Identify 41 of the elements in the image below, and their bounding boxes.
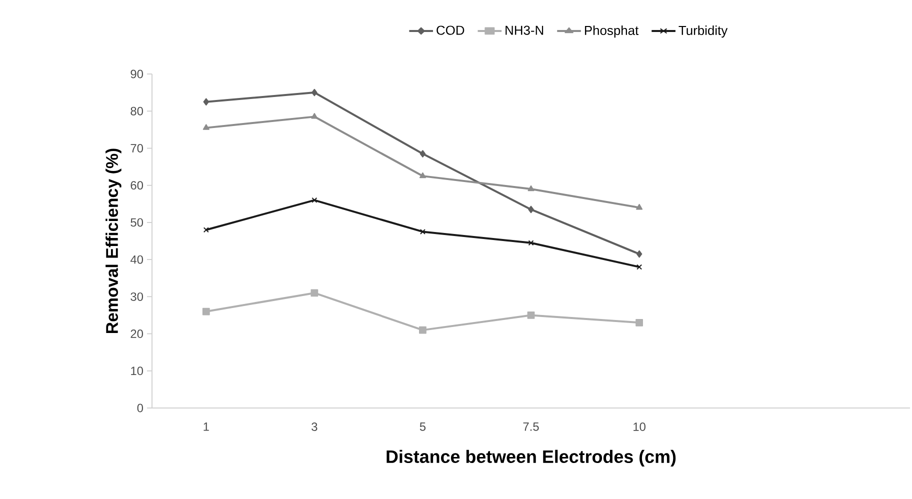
point — [202, 308, 210, 316]
y-tick-label: 0 — [137, 404, 144, 412]
legend-label: Phosphat — [584, 26, 639, 38]
y-tick-label: 60 — [130, 181, 144, 190]
y-tick-label: 30 — [130, 292, 144, 301]
x-tick-label: 7.5 — [523, 422, 539, 431]
point — [420, 228, 426, 234]
y-tick-label: 90 — [130, 70, 144, 78]
legend-label: Turbidity — [678, 26, 728, 38]
point — [312, 197, 318, 203]
point — [419, 326, 426, 334]
point — [636, 250, 642, 258]
point — [420, 150, 426, 158]
point — [528, 185, 534, 192]
x-tick-label: 5 — [420, 422, 426, 431]
point — [203, 227, 209, 233]
point — [636, 204, 643, 210]
y-tick-label: 70 — [130, 144, 144, 152]
x-tick-label: 1 — [204, 422, 209, 431]
point — [636, 318, 643, 326]
point — [528, 206, 534, 214]
legend-label: NH3-N — [506, 26, 544, 35]
legend-label: COD — [436, 26, 464, 35]
x-axis-title: Distance between Electrodes (cm) — [386, 450, 676, 467]
y-tick-label: 40 — [130, 255, 144, 264]
y-axis-title: Removal Efficiency (%) — [106, 148, 122, 334]
point — [528, 240, 534, 246]
x-tick-label: 10 — [634, 422, 646, 431]
point — [310, 289, 318, 297]
point — [636, 264, 642, 270]
point — [419, 172, 426, 178]
y-tick-label: 20 — [130, 330, 144, 338]
y-tick-label: 10 — [131, 366, 144, 376]
point — [312, 88, 318, 96]
x-tick-label: 3 — [312, 422, 318, 431]
point — [202, 124, 210, 130]
y-tick-label: 50 — [130, 218, 144, 227]
point — [311, 112, 318, 119]
point — [527, 312, 535, 319]
point — [203, 98, 210, 106]
y-tick-label: 80 — [130, 106, 144, 116]
